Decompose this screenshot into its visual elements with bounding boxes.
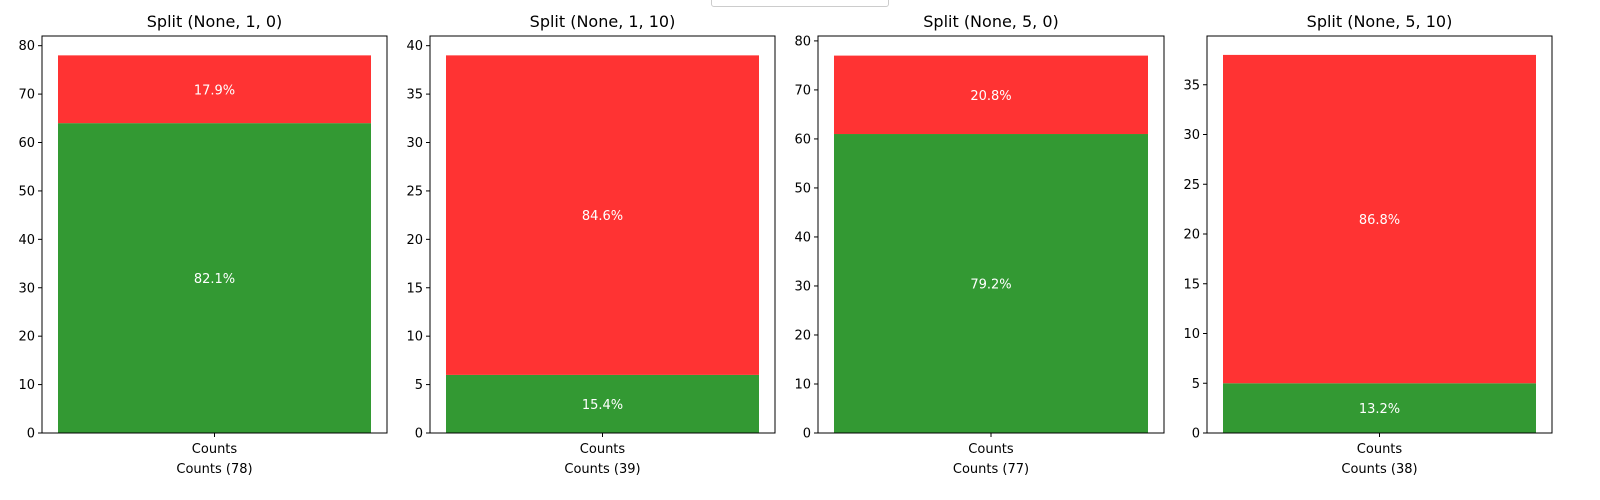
y-tick-label: 70 [18,88,35,103]
y-tick-label: 35 [1183,78,1200,93]
y-tick-label: 20 [1183,228,1200,243]
y-tick-label: 35 [406,88,423,103]
bar-segment [834,134,1148,433]
y-tick-label: 20 [18,330,35,345]
x-tick-label: Counts [580,442,626,457]
chart-title: Split (None, 1, 0) [147,12,283,31]
percent-label: 20.8% [970,89,1011,104]
percent-label: 86.8% [1359,213,1400,228]
chart-panel-1: 82.1% 17.9% 0 10 20 30 40 50 60 70 80 Counts Counts … [18,12,388,477]
bar-segment [1223,54,1536,384]
y-tick-label: 5 [1192,377,1200,392]
bar-segment [446,374,759,433]
x-axis-label: Counts (78) [176,462,252,477]
chart-title: Split (None, 5, 0) [923,12,1059,31]
percent-label: 82.1% [194,272,235,287]
percent-label: 84.6% [582,209,623,224]
x-tick-label: Counts [192,442,238,457]
bar-segment [834,55,1148,135]
y-tick-label: 80 [18,39,35,54]
x-axis-label: Counts (77) [953,462,1029,477]
chart-panel-3: 79.2% 20.8% 0 10 20 30 40 50 60 70 80 Counts Counts … [794,12,1165,477]
x-axis-label: Counts (38) [1341,462,1417,477]
y-tick-label: 30 [18,281,35,296]
y-tick-label: 30 [406,136,423,151]
y-tick-label: 25 [406,184,423,199]
y-tick-label: 20 [406,233,423,248]
y-tick-label: 40 [18,233,35,248]
y-tick-label: 15 [406,281,423,296]
bar-segment [58,123,371,434]
percent-label: 13.2% [1359,402,1400,417]
percent-label: 17.9% [194,83,235,98]
y-tick-label: 25 [1183,178,1200,193]
legend-box [711,0,889,7]
chart-panel-2: 15.4% 84.6% 0 5 10 15 20 25 30 35 40 Counts Counts (… [406,12,776,477]
x-tick-label: Counts [1357,442,1403,457]
y-tick-label: 15 [1183,277,1200,292]
percent-label: 15.4% [582,398,623,413]
bar-segment [58,55,371,124]
y-tick-label: 40 [794,230,811,245]
y-tick-label: 10 [406,330,423,345]
chart-title: Split (None, 5, 10) [1307,12,1453,31]
y-tick-label: 50 [18,184,35,199]
x-tick-label: Counts [968,442,1014,457]
y-tick-label: 10 [18,378,35,393]
y-tick-label: 30 [794,279,811,294]
y-tick-label: 30 [1183,128,1200,143]
y-tick-label: 0 [27,427,35,442]
y-tick-label: 70 [794,83,811,98]
y-tick-label: 40 [406,39,423,54]
y-tick-label: 60 [18,136,35,151]
y-tick-label: 10 [794,377,811,392]
y-tick-label: 60 [794,132,811,147]
y-tick-label: 10 [1183,327,1200,342]
y-tick-label: 50 [794,181,811,196]
x-axis-label: Counts (39) [564,462,640,477]
y-tick-label: 5 [415,378,423,393]
y-tick-label: 80 [794,34,811,49]
y-tick-label: 0 [803,427,811,442]
y-tick-label: 0 [1192,427,1200,442]
chart-title: Split (None, 1, 10) [530,12,676,31]
y-tick-label: 20 [794,328,811,343]
percent-label: 79.2% [970,278,1011,293]
y-tick-label: 0 [415,427,423,442]
bar-segment [446,55,759,375]
chart-panel-4: 13.2% 86.8% 0 5 10 15 20 25 30 35 Counts Counts (38… [1183,12,1553,477]
bar-segment [1223,383,1536,433]
